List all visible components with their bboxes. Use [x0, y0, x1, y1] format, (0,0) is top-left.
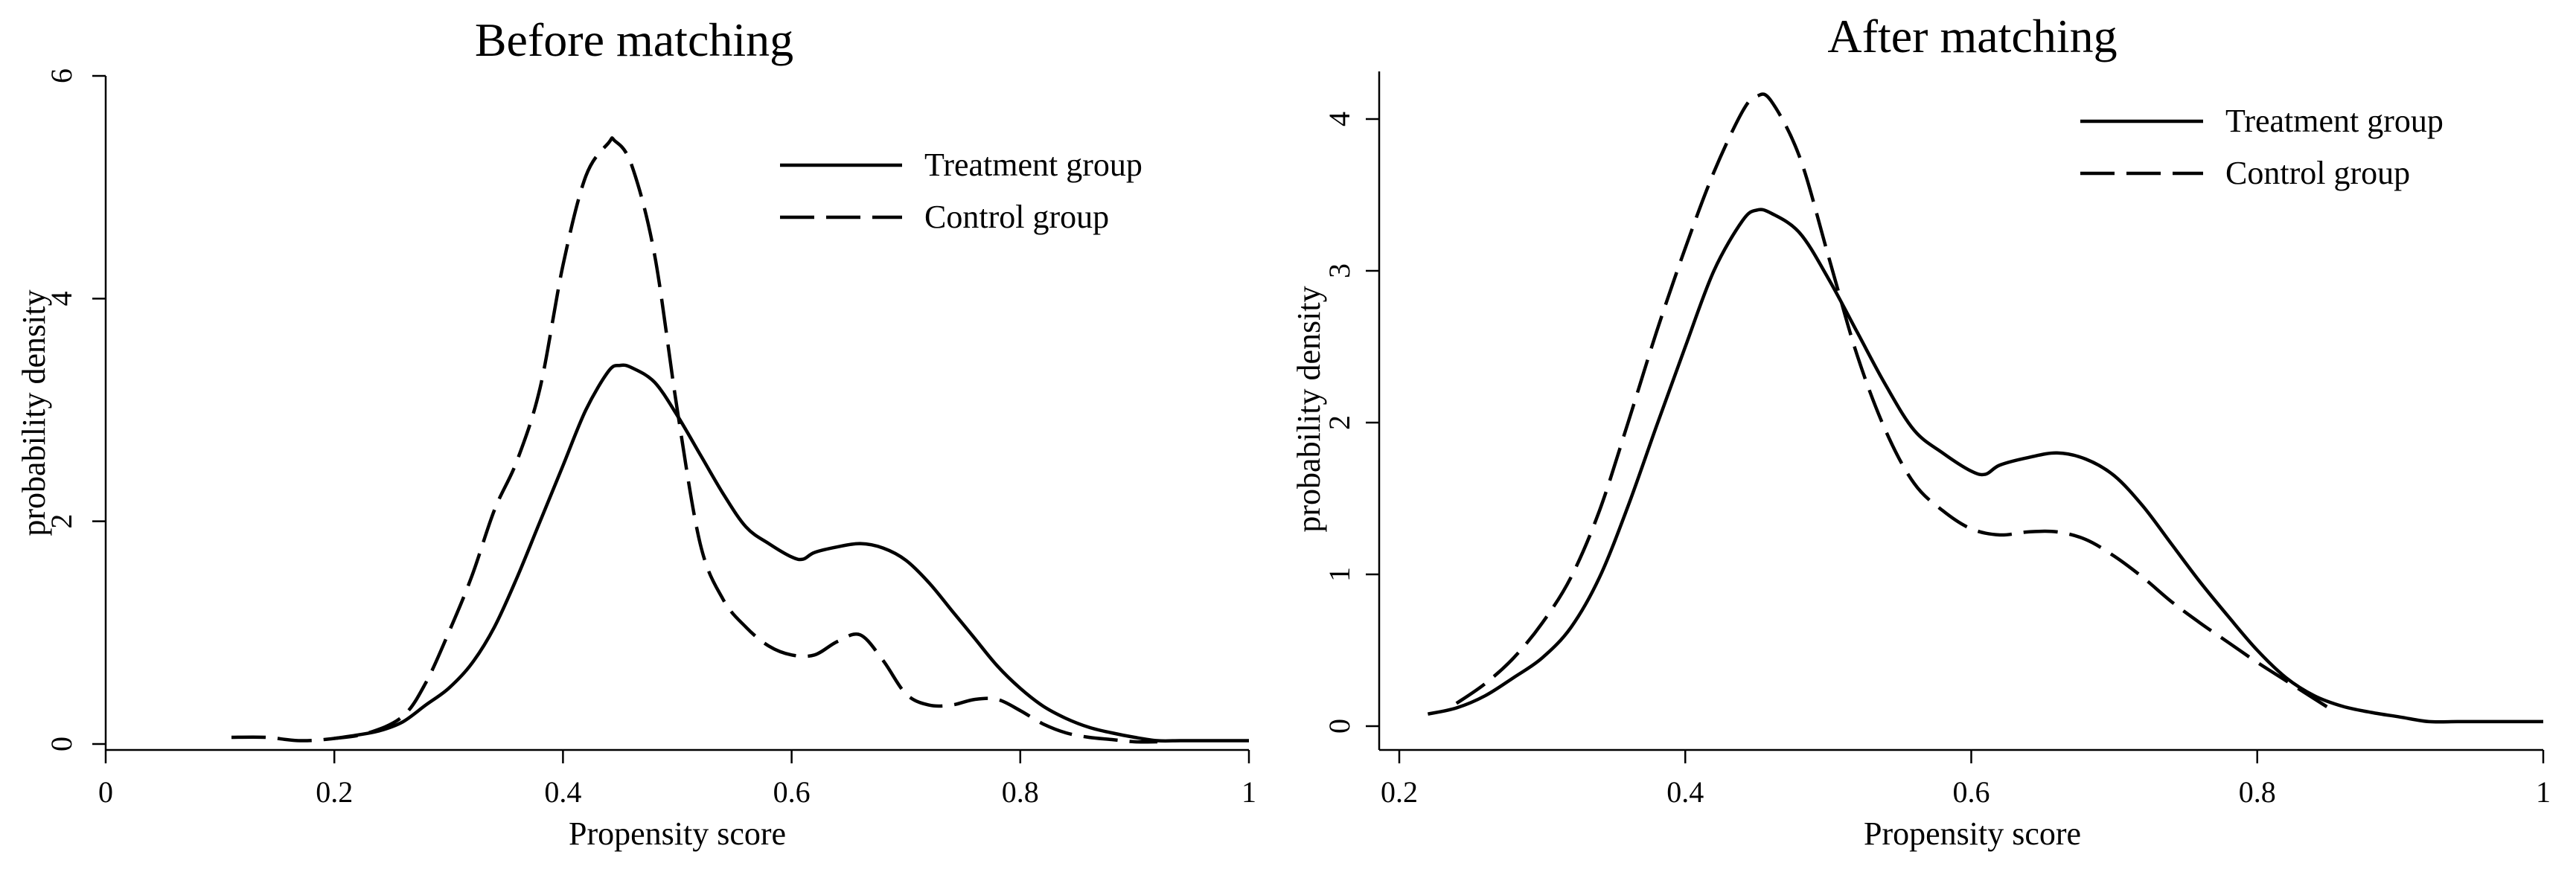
x-tick-label: 0.6: [773, 775, 811, 809]
x-axis-title: Propensity score: [1864, 815, 2081, 852]
x-tick-label: 0.4: [544, 775, 581, 809]
y-tick-label: 4: [45, 291, 78, 306]
x-tick-label: 1: [1241, 775, 1256, 809]
chart-title: After matching: [1827, 10, 2117, 62]
x-tick-label: 0.2: [316, 775, 353, 809]
chart-title: Before matching: [475, 13, 793, 66]
y-tick-label: 6: [45, 68, 78, 83]
x-tick-label: 1: [2536, 775, 2551, 809]
chart-after-matching: After matching 0.2 0.4 0.6 0.8 1 0 1 2 3 4 Prope…: [1291, 10, 2551, 852]
x-tick-label: 0.8: [2239, 775, 2276, 809]
legend-label-control: Control group: [924, 199, 1109, 235]
y-tick-label: 3: [1323, 263, 1356, 278]
y-tick-label: 2: [45, 514, 78, 529]
series-line-treatment-group: [333, 363, 1249, 743]
y-tick-label: 4: [1323, 112, 1356, 126]
x-tick-label: 0.2: [1381, 775, 1418, 809]
legend-label-treatment: Treatment group: [2225, 103, 2444, 139]
series-line-treatment-group: [1427, 208, 2543, 724]
y-tick-label: 0: [1323, 719, 1356, 734]
y-tick-label: 0: [45, 737, 78, 751]
series-layer: [1427, 92, 2543, 724]
series-line-control-group: [1455, 92, 2330, 710]
legend-label-treatment: Treatment group: [924, 147, 1142, 183]
x-axis-title: Propensity score: [569, 815, 786, 852]
y-tick-label: 1: [1323, 567, 1356, 582]
series-line-control-group: [231, 136, 1158, 744]
legend-label-control: Control group: [2225, 155, 2410, 191]
x-ticks: 0 0.2 0.4 0.6 0.8 1: [98, 750, 1256, 809]
y-ticks: 0 1 2 3 4: [1323, 112, 1379, 734]
x-tick-label: 0.4: [1666, 775, 1704, 809]
y-tick-label: 2: [1323, 415, 1356, 430]
legend: Treatment group Control group: [2080, 103, 2444, 191]
series-layer: [231, 136, 1249, 744]
chart-before-matching: Before matching 0 0.2 0.4 0.6 0.8 1 0 2 4 6 Prop…: [16, 13, 1256, 852]
x-tick-label: 0.6: [1953, 775, 1990, 809]
legend: Treatment group Control group: [780, 147, 1142, 235]
y-ticks: 0 2 4 6: [45, 68, 106, 751]
x-ticks: 0.2 0.4 0.6 0.8 1: [1381, 750, 2551, 809]
x-tick-label: 0.8: [1002, 775, 1039, 809]
x-tick-label: 0: [98, 775, 113, 809]
y-axis-title: probability density: [16, 289, 52, 536]
y-axis-title: probability density: [1291, 286, 1327, 532]
